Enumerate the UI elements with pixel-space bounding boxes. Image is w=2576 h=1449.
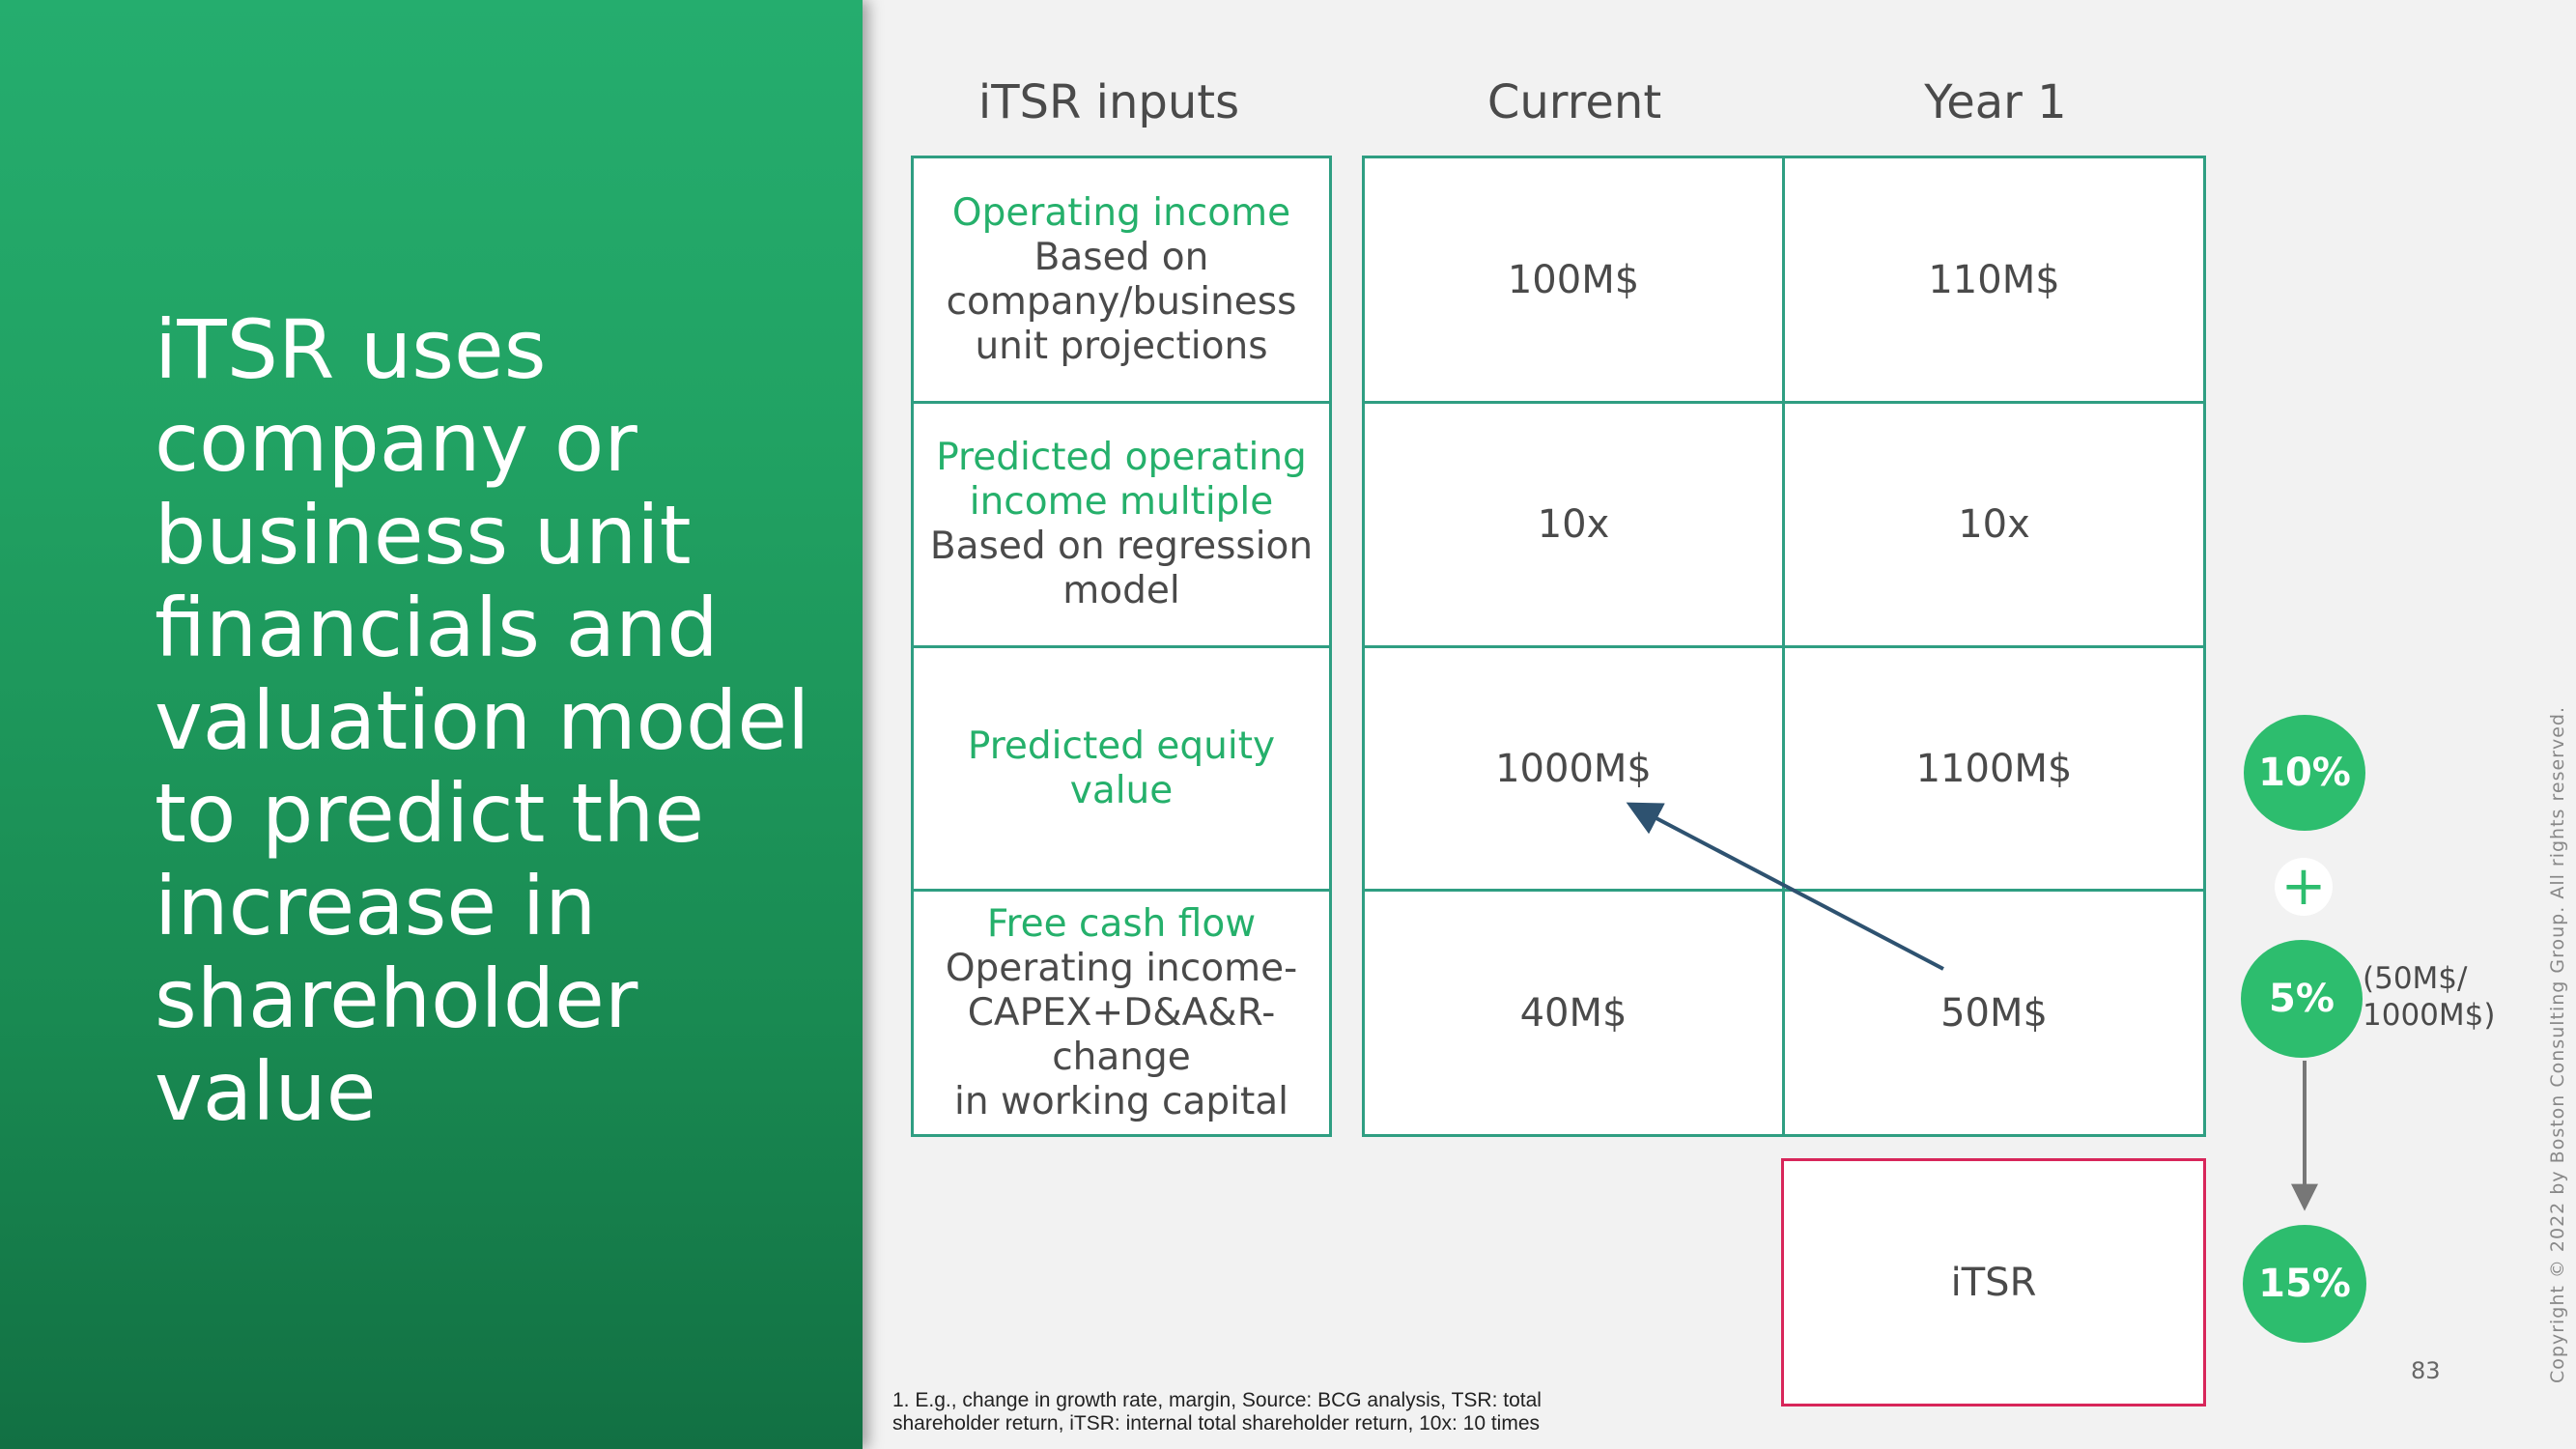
current-value: 40M$ [1519, 990, 1628, 1036]
year-1-value-cell: 110M$ [1782, 156, 2206, 404]
slide-headline: iTSR uses company or business unit finan… [155, 302, 810, 1139]
growth-percent-value: 10% [2258, 751, 2351, 795]
input-cell: Predicted equity value [911, 645, 1332, 892]
input-title: Operating income [951, 190, 1291, 235]
input-title: Free cash flow [986, 901, 1257, 946]
input-description: Based on company/business unit projectio… [946, 235, 1297, 368]
current-value-cell: 40M$ [1362, 889, 1785, 1137]
year-1-value: 50M$ [1940, 990, 2048, 1036]
current-value: 1000M$ [1495, 746, 1652, 791]
itsr-label: iTSR [1950, 1260, 2037, 1305]
itsr-result-box: iTSR [1781, 1158, 2206, 1406]
current-value: 100M$ [1507, 257, 1640, 302]
input-cell: Free cash flow Operating income- CAPEX+D&… [911, 889, 1332, 1137]
yield-percent-circle: 5% [2241, 940, 2363, 1058]
year-1-value: 1100M$ [1915, 746, 2073, 791]
yield-calculation-note: (50M$/ 1000M$) [2363, 961, 2496, 1033]
current-value-cell: 10x [1362, 401, 1785, 648]
current-value: 10x [1537, 502, 1610, 547]
plus-icon: + [2275, 858, 2333, 916]
year-1-value: 110M$ [1928, 257, 2060, 302]
total-itsr-circle: 15% [2243, 1225, 2366, 1343]
copyright-notice: Copyright © 2022 by Boston Consulting Gr… [2547, 705, 2568, 1383]
year-1-value-cell: 1100M$ [1782, 645, 2206, 892]
input-cell: Operating income Based on company/busines… [911, 156, 1332, 404]
growth-percent-circle: 10% [2244, 715, 2365, 831]
total-itsr-value: 15% [2258, 1262, 2351, 1306]
year-1-value-cell: 50M$ [1782, 889, 2206, 1137]
column-header-year-1: Year 1 [1924, 75, 2067, 129]
input-title: Predicted operating income multiple [936, 436, 1307, 524]
column-header-current: Current [1486, 75, 1662, 129]
input-description: Operating income- CAPEX+D&A&R-change in … [945, 946, 1298, 1123]
input-title: Predicted equity value [967, 724, 1276, 812]
input-cell: Predicted operating income multiple Based… [911, 401, 1332, 648]
plus-sign: + [2280, 855, 2327, 918]
page-number: 83 [2411, 1357, 2441, 1384]
yield-percent-value: 5% [2269, 977, 2335, 1021]
footnote: 1. E.g., change in growth rate, margin, … [892, 1389, 1542, 1435]
input-description: Based on regression model [929, 525, 1314, 612]
fcf-to-equity-arrow [1626, 802, 1944, 971]
title-panel: iTSR uses company or business unit finan… [0, 0, 863, 1449]
column-header-itsr-inputs: iTSR inputs [977, 75, 1240, 129]
year-1-value: 10x [1958, 502, 2030, 547]
